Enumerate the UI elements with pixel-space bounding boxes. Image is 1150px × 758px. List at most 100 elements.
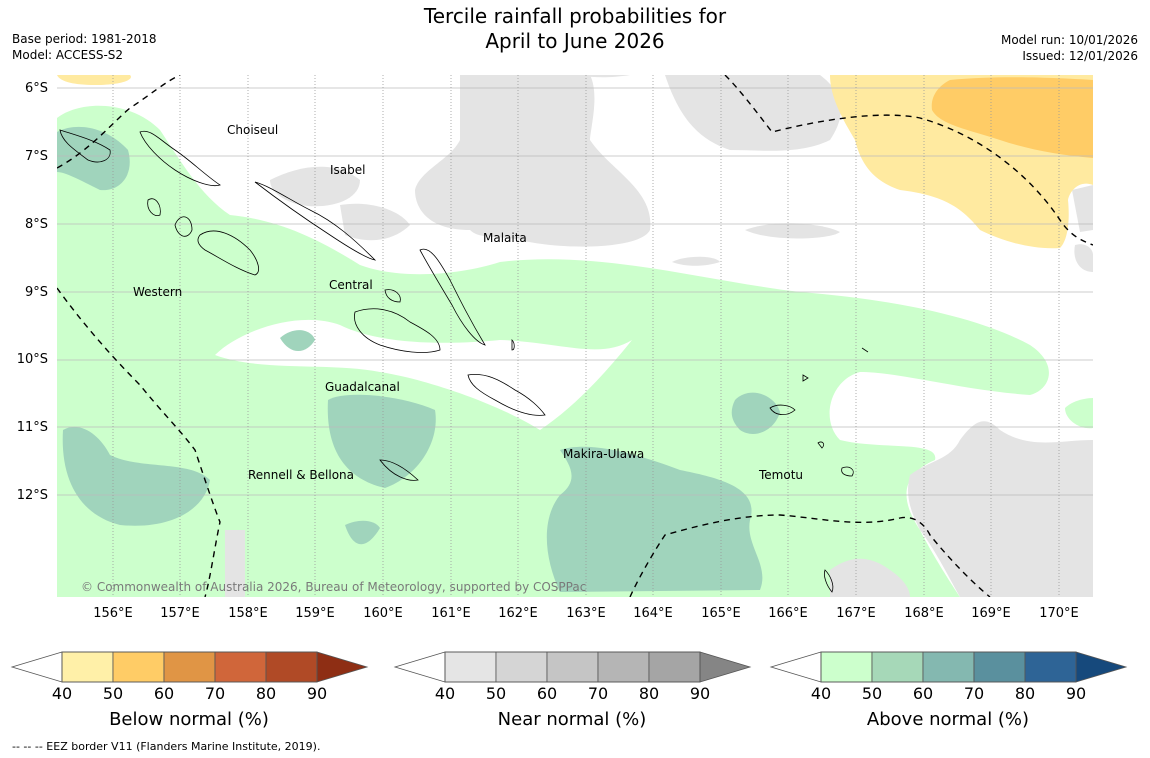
colorbar-swatch: [546, 651, 599, 683]
colorbar-tick: 40: [810, 684, 832, 703]
colorbar-tick: 70: [587, 684, 609, 703]
colorbar-tick: 40: [51, 684, 73, 703]
meta-left: Base period: 1981-2018 Model: ACCESS-S2: [12, 31, 157, 63]
above-normal-50-area: [731, 392, 780, 434]
model-run: Model run: 10/01/2026: [1000, 33, 1138, 47]
near-normal-40-area: [830, 558, 910, 597]
lat-label: 8°S: [24, 217, 48, 232]
colorbar-swatch: [922, 651, 975, 683]
near-normal-40-area: [560, 75, 630, 78]
colorbar-swatch: [163, 651, 216, 683]
lat-label: 9°S: [24, 285, 48, 300]
region-label-isabel: Isabel: [330, 163, 366, 177]
colorbar-title-near-normal: Near normal (%): [497, 709, 647, 730]
lon-label: 161°E: [431, 606, 471, 621]
colorbar-swatch: [871, 651, 924, 683]
lat-label: 7°S: [24, 149, 48, 164]
title-line-2: April to June 2026: [485, 29, 665, 53]
base-period: Base period: 1981-2018: [12, 32, 157, 46]
lon-label: 165°E: [701, 606, 741, 621]
model-name: Model: ACCESS-S2: [12, 48, 124, 62]
colorbar-title-below-normal: Below normal (%): [109, 709, 269, 730]
near-normal-40-area: [665, 75, 841, 151]
lon-label: 164°E: [633, 606, 673, 621]
region-label-guadalcanal: Guadalcanal: [325, 380, 400, 394]
above-normal-50-area: [327, 394, 436, 488]
lat-label: 11°S: [16, 420, 48, 435]
colorbar-swatch: [648, 651, 701, 683]
region-label-rennell-bellona: Rennell & Bellona: [248, 468, 355, 482]
colorbar-near-normal: [393, 651, 752, 683]
colorbar-tick: 50: [102, 684, 124, 703]
colorbar-swatch: [820, 651, 873, 683]
lon-label: 169°E: [971, 606, 1011, 621]
colorbar-high-arrow: [1075, 651, 1128, 683]
colorbar-tick: 60: [153, 684, 175, 703]
near-normal-40-area: [415, 75, 651, 247]
colorbar-tick: 60: [912, 684, 934, 703]
near-normal-40-area: [1074, 244, 1093, 272]
colorbar-swatch: [265, 651, 318, 683]
lon-label: 156°E: [93, 606, 133, 621]
colorbar-above-normal: [769, 651, 1128, 683]
near-normal-40-area: [1072, 185, 1093, 232]
colorbar-tick: 80: [255, 684, 277, 703]
near-normal-40-area: [672, 256, 720, 266]
colorbar-swatch: [1024, 651, 1077, 683]
eez-footnote: -- -- -- EEZ border V11 (Flanders Marine…: [12, 740, 321, 753]
title-line-1: Tercile rainfall probabilities for: [423, 4, 727, 28]
colorbar-swatch: [112, 651, 165, 683]
colorbar-swatch: [597, 651, 650, 683]
below-normal-40-area: [57, 75, 131, 85]
colorbar-high-arrow: [699, 651, 752, 683]
above-normal-40-area: [215, 319, 632, 430]
near-normal-40-area: [745, 223, 840, 239]
colorbar-tick: 60: [536, 684, 558, 703]
colorbar-tick: 50: [861, 684, 883, 703]
above-normal-50-area: [546, 446, 763, 592]
lon-label: 163°E: [566, 606, 606, 621]
colorbar-tick: 50: [485, 684, 507, 703]
colorbar-swatch: [495, 651, 548, 683]
lon-label: 162°E: [498, 606, 538, 621]
meta-right: Model run: 10/01/2026 Issued: 12/01/2026: [1001, 32, 1138, 64]
issued-date: Issued: 12/01/2026: [1022, 49, 1138, 63]
near-normal-40-area: [340, 203, 410, 241]
lat-label: 10°S: [16, 352, 48, 367]
region-label-central: Central: [329, 278, 373, 292]
colorbar-title-above-normal: Above normal (%): [866, 709, 1030, 730]
region-label-malaita: Malaita: [483, 231, 527, 245]
colorbar-swatch: [214, 651, 267, 683]
above-normal-50-area: [57, 126, 130, 191]
map-copyright: © Commonwealth of Australia 2026, Bureau…: [81, 580, 587, 594]
lat-label: 6°S: [24, 81, 48, 96]
region-label-temotu: Temotu: [759, 468, 804, 482]
above-normal-50-area: [280, 330, 315, 352]
lon-label: 170°E: [1039, 606, 1079, 621]
lon-label: 158°E: [228, 606, 268, 621]
colorbar-tick: 80: [638, 684, 660, 703]
lon-label: 167°E: [836, 606, 876, 621]
map-graticule: [57, 87, 1093, 496]
region-label-makira-ulawa: Makira-Ulawa: [563, 447, 645, 461]
colorbar-low-arrow: [393, 651, 446, 683]
colorbar-tick: 70: [204, 684, 226, 703]
colorbar-swatch: [973, 651, 1026, 683]
lon-label: 166°E: [768, 606, 808, 621]
colorbar-tick: 90: [306, 684, 328, 703]
colorbar-low-arrow: [769, 651, 822, 683]
colorbar-tick: 70: [963, 684, 985, 703]
colorbar-swatch: [61, 651, 114, 683]
colorbar-tick: 80: [1014, 684, 1036, 703]
region-label-western: Western: [133, 285, 183, 299]
near-normal-40-area: [225, 530, 245, 597]
below-normal-50-area: [931, 77, 1093, 158]
lon-label: 168°E: [904, 606, 944, 621]
lon-label: 159°E: [295, 606, 335, 621]
chart-title: Tercile rainfall probabilities for April…: [0, 4, 1150, 54]
lat-label: 12°S: [16, 488, 48, 503]
above-normal-50-area: [62, 426, 210, 526]
colorbar-strips: [10, 651, 1128, 683]
lon-label: 160°E: [363, 606, 403, 621]
colorbar-below-normal: [10, 651, 369, 683]
